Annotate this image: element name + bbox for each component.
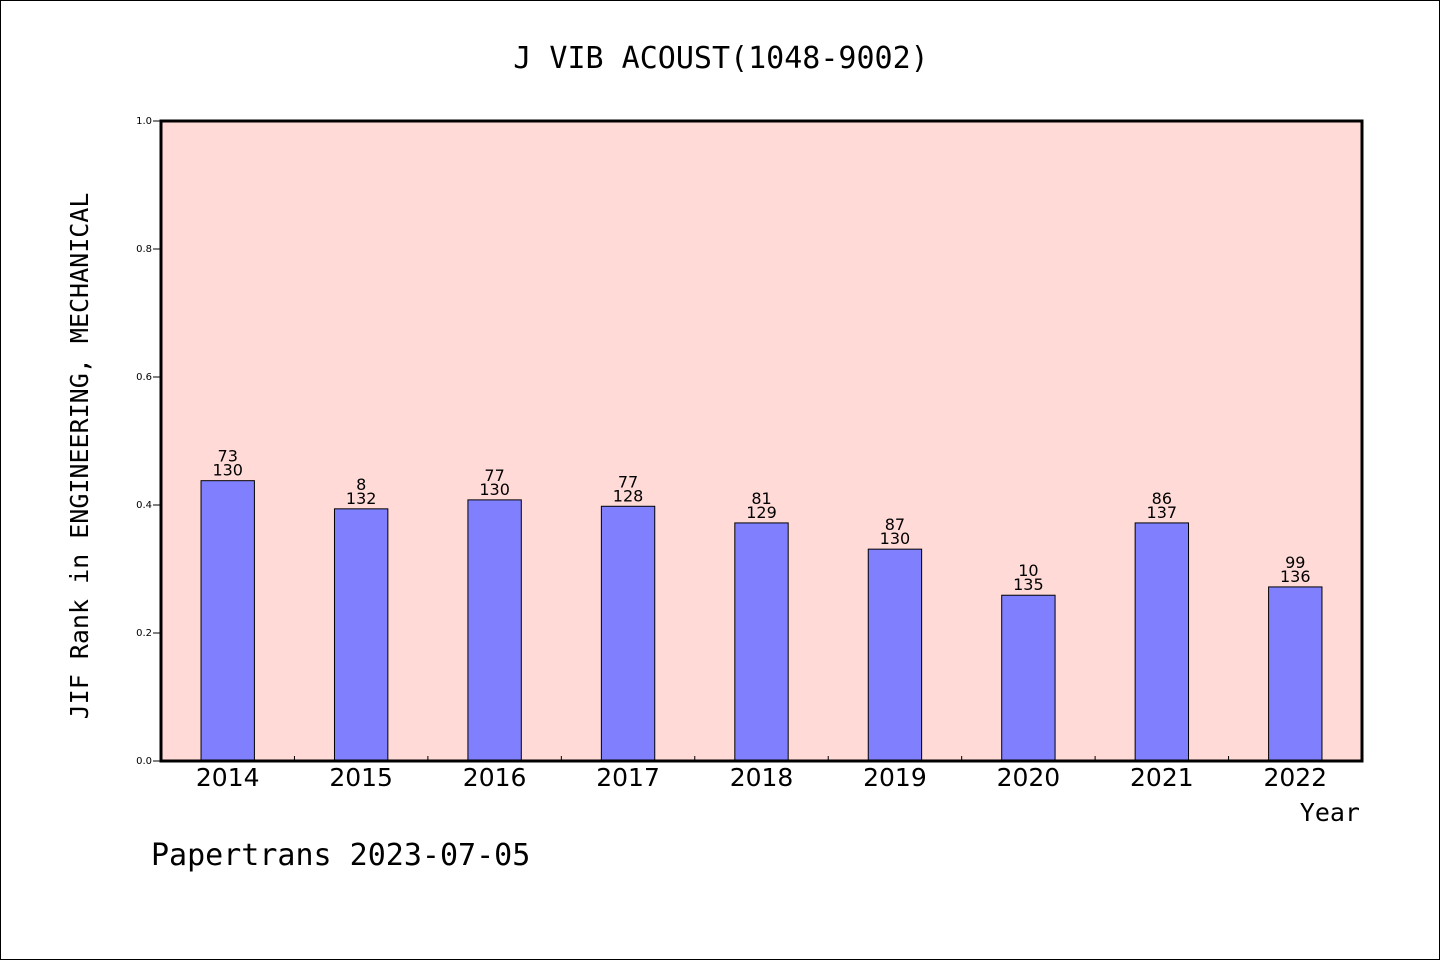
bar-2020 [1001, 594, 1056, 762]
total-label-2021: 137 [1147, 503, 1178, 522]
y-axis-label: JIF Rank in ENGINEERING, MECHANICAL [65, 193, 94, 720]
rank-label-2017: 77 [618, 472, 638, 491]
x-tick-label-2021: 2021 [1130, 763, 1194, 792]
rank-label-2021: 86 [1152, 489, 1172, 508]
chart-title: J VIB ACOUST(1048-9002) [513, 41, 928, 76]
rank-label-2014: 73 [218, 447, 238, 466]
total-label-2015: 132 [346, 489, 377, 508]
y-tick-label: 0.6 [136, 372, 152, 383]
y-tick-label: 0.2 [136, 628, 152, 639]
bar-2019 [867, 548, 923, 762]
x-axis-ticks: 2014 2015 2016 2017 2018 2019 2020 2021 2022 [196, 763, 1327, 792]
total-label-2022: 136 [1280, 567, 1311, 586]
bars [200, 480, 1323, 762]
x-tick-label-2017: 2017 [596, 763, 660, 792]
rank-label-2019: 87 [885, 515, 905, 534]
bar-2022 [1268, 586, 1323, 762]
total-label-2016: 130 [479, 480, 510, 499]
x-tick-label-2014: 2014 [196, 763, 260, 792]
x-tick-label-2016: 2016 [463, 763, 527, 792]
x-tick-label-2022: 2022 [1263, 763, 1327, 792]
footer-credit: Papertrans 2023-07-05 [151, 838, 530, 873]
bar-2015 [333, 508, 389, 762]
bar-2017 [600, 505, 656, 762]
rank-label-2022: 99 [1285, 553, 1305, 572]
y-tick-label: 1.0 [136, 116, 152, 127]
x-tick-label-2018: 2018 [730, 763, 794, 792]
y-tick-label: 0.8 [136, 244, 152, 255]
total-label-2014: 130 [212, 461, 243, 480]
x-tick-label-2020: 2020 [997, 763, 1061, 792]
y-tick-label: 0.4 [136, 500, 152, 511]
bar-2014 [200, 480, 255, 762]
bar-2016 [467, 499, 522, 762]
y-axis-ticks: 0.0 0.2 0.4 0.6 0.8 1.0 [136, 116, 161, 767]
total-label-2017: 128 [613, 486, 644, 505]
total-label-2019: 130 [880, 529, 911, 548]
rank-label-2018: 81 [751, 489, 771, 508]
x-tick-label-2019: 2019 [863, 763, 927, 792]
rank-label-2016: 77 [484, 466, 504, 485]
rank-label-2020: 10 [1018, 561, 1038, 580]
rank-label-2015: 8 [356, 475, 366, 494]
total-label-2020: 135 [1013, 575, 1044, 594]
y-tick-label: 0.0 [136, 756, 152, 767]
x-tick-label-2015: 2015 [329, 763, 393, 792]
x-axis-label: Year [1300, 798, 1360, 827]
total-label-2018: 129 [746, 503, 777, 522]
plot-border [159, 119, 1364, 763]
bar-2021 [1134, 522, 1190, 762]
bar-2018 [734, 522, 789, 762]
